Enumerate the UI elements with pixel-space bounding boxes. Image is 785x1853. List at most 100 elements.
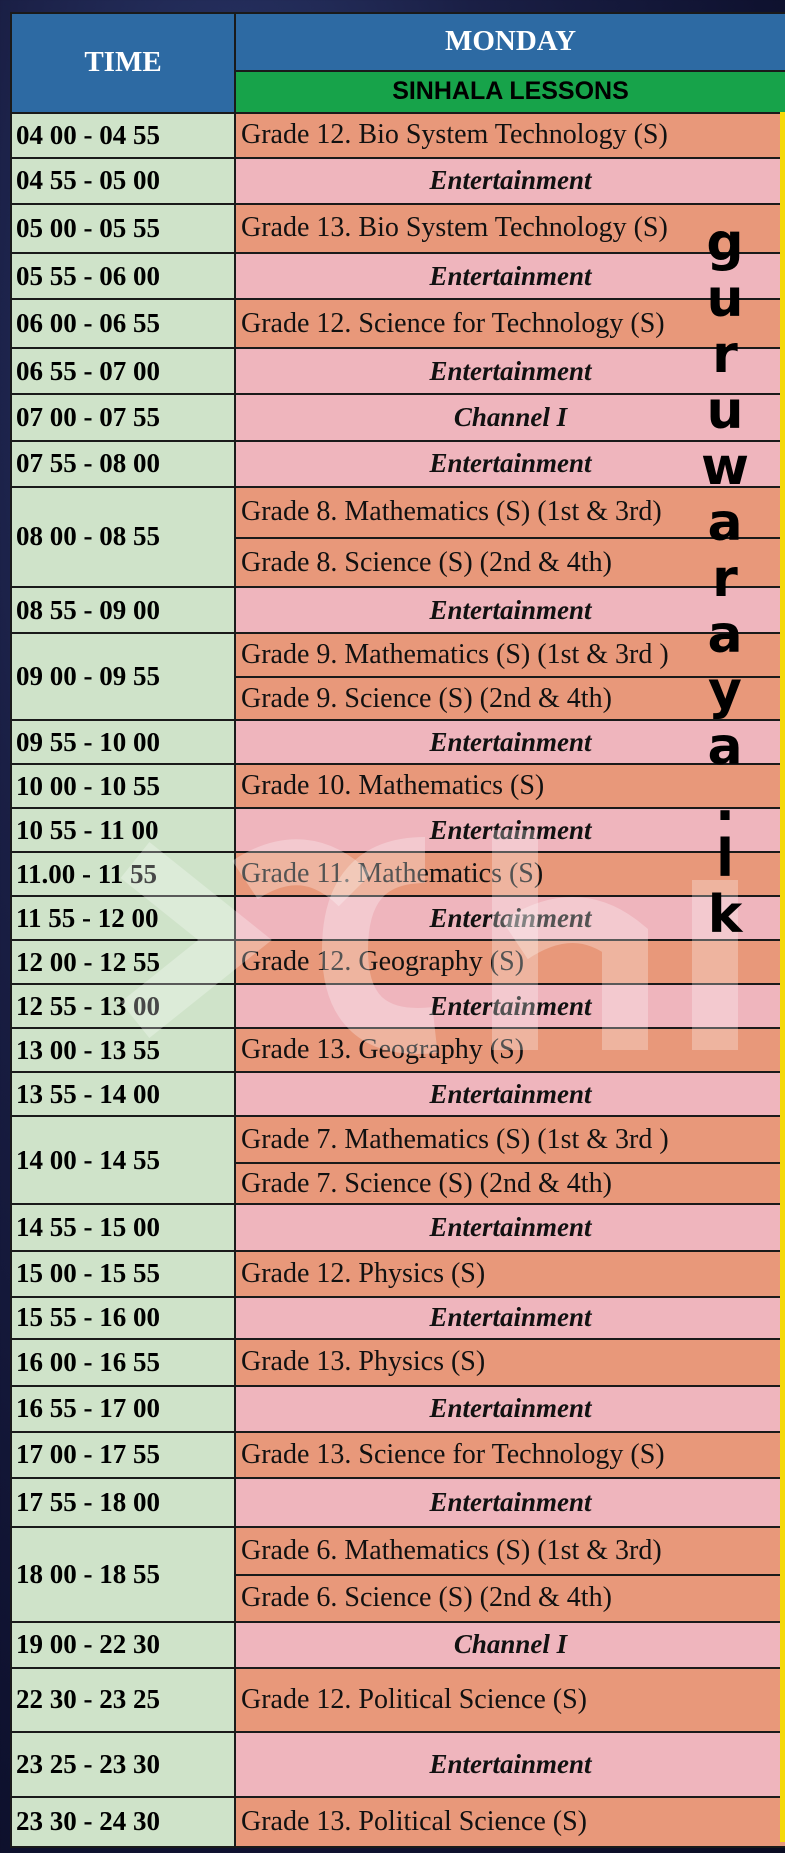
lesson-slot: Grade 8. Science (S) (2nd & 4th) [234, 536, 785, 589]
entertainment-slot: Entertainment [234, 1476, 785, 1529]
entertainment-slot: Entertainment [234, 983, 785, 1030]
lesson-slot: Grade 9. Mathematics (S) (1st & 3rd ) [234, 632, 785, 679]
time-slot: 09 00 - 09 55 [10, 632, 236, 722]
schedule-row: 05 00 - 05 55 Grade 13. Bio System Techno… [10, 202, 785, 254]
lesson-slot: Grade 7. Science (S) (2nd & 4th) [234, 1161, 785, 1206]
schedule-row: 05 55 - 06 00 Entertainment [10, 251, 785, 301]
language-subheader: SINHALA LESSONS [234, 69, 785, 114]
schedule-row: 07 55 - 08 00 Entertainment [10, 439, 785, 488]
entertainment-slot: Channel I [234, 393, 785, 442]
schedule-row: 13 00 - 13 55 Grade 13. Geography (S) [10, 1027, 785, 1074]
entertainment-slot: Channel I [234, 1620, 785, 1669]
time-slot: 13 55 - 14 00 [10, 1071, 236, 1118]
lesson-slot: Grade 6. Mathematics (S) (1st & 3rd) [234, 1526, 785, 1577]
time-slot: 11.00 - 11 55 [10, 851, 236, 898]
entertainment-slot: Entertainment [234, 895, 785, 942]
time-slot: 15 55 - 16 00 [10, 1295, 236, 1340]
time-slot: 10 55 - 11 00 [10, 807, 236, 854]
lesson-slot: Grade 8. Mathematics (S) (1st & 3rd) [234, 485, 785, 539]
time-slot: 23 25 - 23 30 [10, 1730, 236, 1798]
lesson-slot: Grade 13. Bio System Technology (S) [234, 202, 785, 254]
schedule-row: 06 00 - 06 55 Grade 12. Science for Techn… [10, 298, 785, 350]
schedule-row: 15 00 - 15 55 Grade 12. Physics (S) [10, 1249, 785, 1298]
time-slot: 11 55 - 12 00 [10, 895, 236, 942]
schedule-row: 12 55 - 13 00 Entertainment [10, 983, 785, 1030]
time-slot: 19 00 - 22 30 [10, 1620, 236, 1669]
time-slot: 18 00 - 18 55 [10, 1526, 236, 1623]
time-column-header: TIME [10, 12, 236, 114]
time-slot: 07 55 - 08 00 [10, 439, 236, 488]
right-accent-strip [780, 112, 785, 1842]
time-slot: 07 00 - 07 55 [10, 393, 236, 442]
schedule-row: 06 55 - 07 00 Entertainment [10, 347, 785, 396]
lesson-slot: Grade 13. Physics (S) [234, 1337, 785, 1387]
time-slot: 12 55 - 13 00 [10, 983, 236, 1030]
entertainment-slot: Entertainment [234, 1295, 785, 1340]
schedule-row: 11 55 - 12 00 Entertainment [10, 895, 785, 942]
schedule-row: 08 00 - 08 55 Grade 8. Mathematics (S) (1… [10, 485, 785, 589]
lesson-slot: Grade 12. Bio System Technology (S) [234, 111, 785, 159]
timetable: TIME MONDAY SINHALA LESSONS 04 00 - 04 5… [10, 12, 785, 1849]
lesson-slot: Grade 11. Mathematics (S) [234, 851, 785, 898]
time-slot: 08 55 - 09 00 [10, 586, 236, 635]
lesson-slot: Grade 13. Geography (S) [234, 1027, 785, 1074]
time-slot: 14 00 - 14 55 [10, 1115, 236, 1206]
header-row: TIME MONDAY [10, 12, 785, 114]
time-slot: 22 30 - 23 25 [10, 1666, 236, 1733]
lesson-slot: Grade 12. Geography (S) [234, 939, 785, 986]
time-slot: 10 00 - 10 55 [10, 763, 236, 810]
schedule-row: 17 55 - 18 00 Entertainment [10, 1476, 785, 1529]
entertainment-slot: Entertainment [234, 1384, 785, 1433]
subheader-row: SINHALA LESSONS [11, 69, 785, 114]
time-slot: 04 55 - 05 00 [10, 156, 236, 205]
time-slot: 04 00 - 04 55 [10, 111, 236, 159]
entertainment-slot: Entertainment [234, 1730, 785, 1798]
schedule-row: 23 30 - 24 30 Grade 13. Political Science… [10, 1795, 785, 1849]
lesson-slot: Grade 12. Physics (S) [234, 1249, 785, 1298]
time-slot: 16 55 - 17 00 [10, 1384, 236, 1433]
schedule-row: 15 55 - 16 00 Entertainment [10, 1295, 785, 1340]
time-slot: 06 00 - 06 55 [10, 298, 236, 350]
schedule-row: 09 55 - 10 00 Entertainment [10, 719, 785, 766]
schedule-row: 12 00 - 12 55 Grade 12. Geography (S) [10, 939, 785, 986]
lesson-slot: Grade 12. Science for Technology (S) [234, 298, 785, 350]
schedule-row: Grade 9. Science (S) (2nd & 4th) [11, 676, 785, 722]
entertainment-slot: Entertainment [234, 1071, 785, 1118]
entertainment-slot: Entertainment [234, 251, 785, 301]
schedule-row: 16 55 - 17 00 Entertainment [10, 1384, 785, 1433]
lesson-slot: Grade 13. Science for Technology (S) [234, 1430, 785, 1479]
schedule-row: 17 00 - 17 55 Grade 13. Science for Techn… [10, 1430, 785, 1479]
time-slot: 12 00 - 12 55 [10, 939, 236, 986]
lesson-slot: Grade 12. Political Science (S) [234, 1666, 785, 1733]
time-slot: 15 00 - 15 55 [10, 1249, 236, 1298]
schedule-row: 11.00 - 11 55 Grade 11. Mathematics (S) [10, 851, 785, 898]
time-slot: 08 00 - 08 55 [10, 485, 236, 589]
lesson-slot: Grade 10. Mathematics (S) [234, 763, 785, 810]
day-column-header: MONDAY [234, 12, 785, 72]
schedule-row: 13 55 - 14 00 Entertainment [10, 1071, 785, 1118]
schedule-row: 10 55 - 11 00 Entertainment [10, 807, 785, 854]
time-slot: 06 55 - 07 00 [10, 347, 236, 396]
time-slot: 14 55 - 15 00 [10, 1203, 236, 1252]
entertainment-slot: Entertainment [234, 807, 785, 854]
time-slot: 05 55 - 06 00 [10, 251, 236, 301]
entertainment-slot: Entertainment [234, 439, 785, 488]
lesson-slot: Grade 13. Political Science (S) [234, 1795, 785, 1849]
time-slot: 23 30 - 24 30 [10, 1795, 236, 1849]
entertainment-slot: Entertainment [234, 347, 785, 396]
entertainment-slot: Entertainment [234, 1203, 785, 1252]
lesson-slot: Grade 9. Science (S) (2nd & 4th) [234, 676, 785, 722]
entertainment-slot: Entertainment [234, 719, 785, 766]
schedule-row: 04 00 - 04 55 Grade 12. Bio System Techno… [10, 111, 785, 159]
time-slot: 09 55 - 10 00 [10, 719, 236, 766]
schedule-row: 23 25 - 23 30 Entertainment [10, 1730, 785, 1798]
schedule-row: 04 55 - 05 00 Entertainment [10, 156, 785, 205]
time-slot: 17 00 - 17 55 [10, 1430, 236, 1479]
schedule-row: 09 00 - 09 55 Grade 9. Mathematics (S) (1… [10, 632, 785, 722]
schedule-row: Grade 7. Science (S) (2nd & 4th) [11, 1161, 785, 1206]
schedule-row: 18 00 - 18 55 Grade 6. Mathematics (S) (1… [10, 1526, 785, 1623]
entertainment-slot: Entertainment [234, 586, 785, 635]
schedule-row: 22 30 - 23 25 Grade 12. Political Science… [10, 1666, 785, 1733]
schedule-row: 16 00 - 16 55 Grade 13. Physics (S) [10, 1337, 785, 1387]
lesson-slot: Grade 7. Mathematics (S) (1st & 3rd ) [234, 1115, 785, 1164]
